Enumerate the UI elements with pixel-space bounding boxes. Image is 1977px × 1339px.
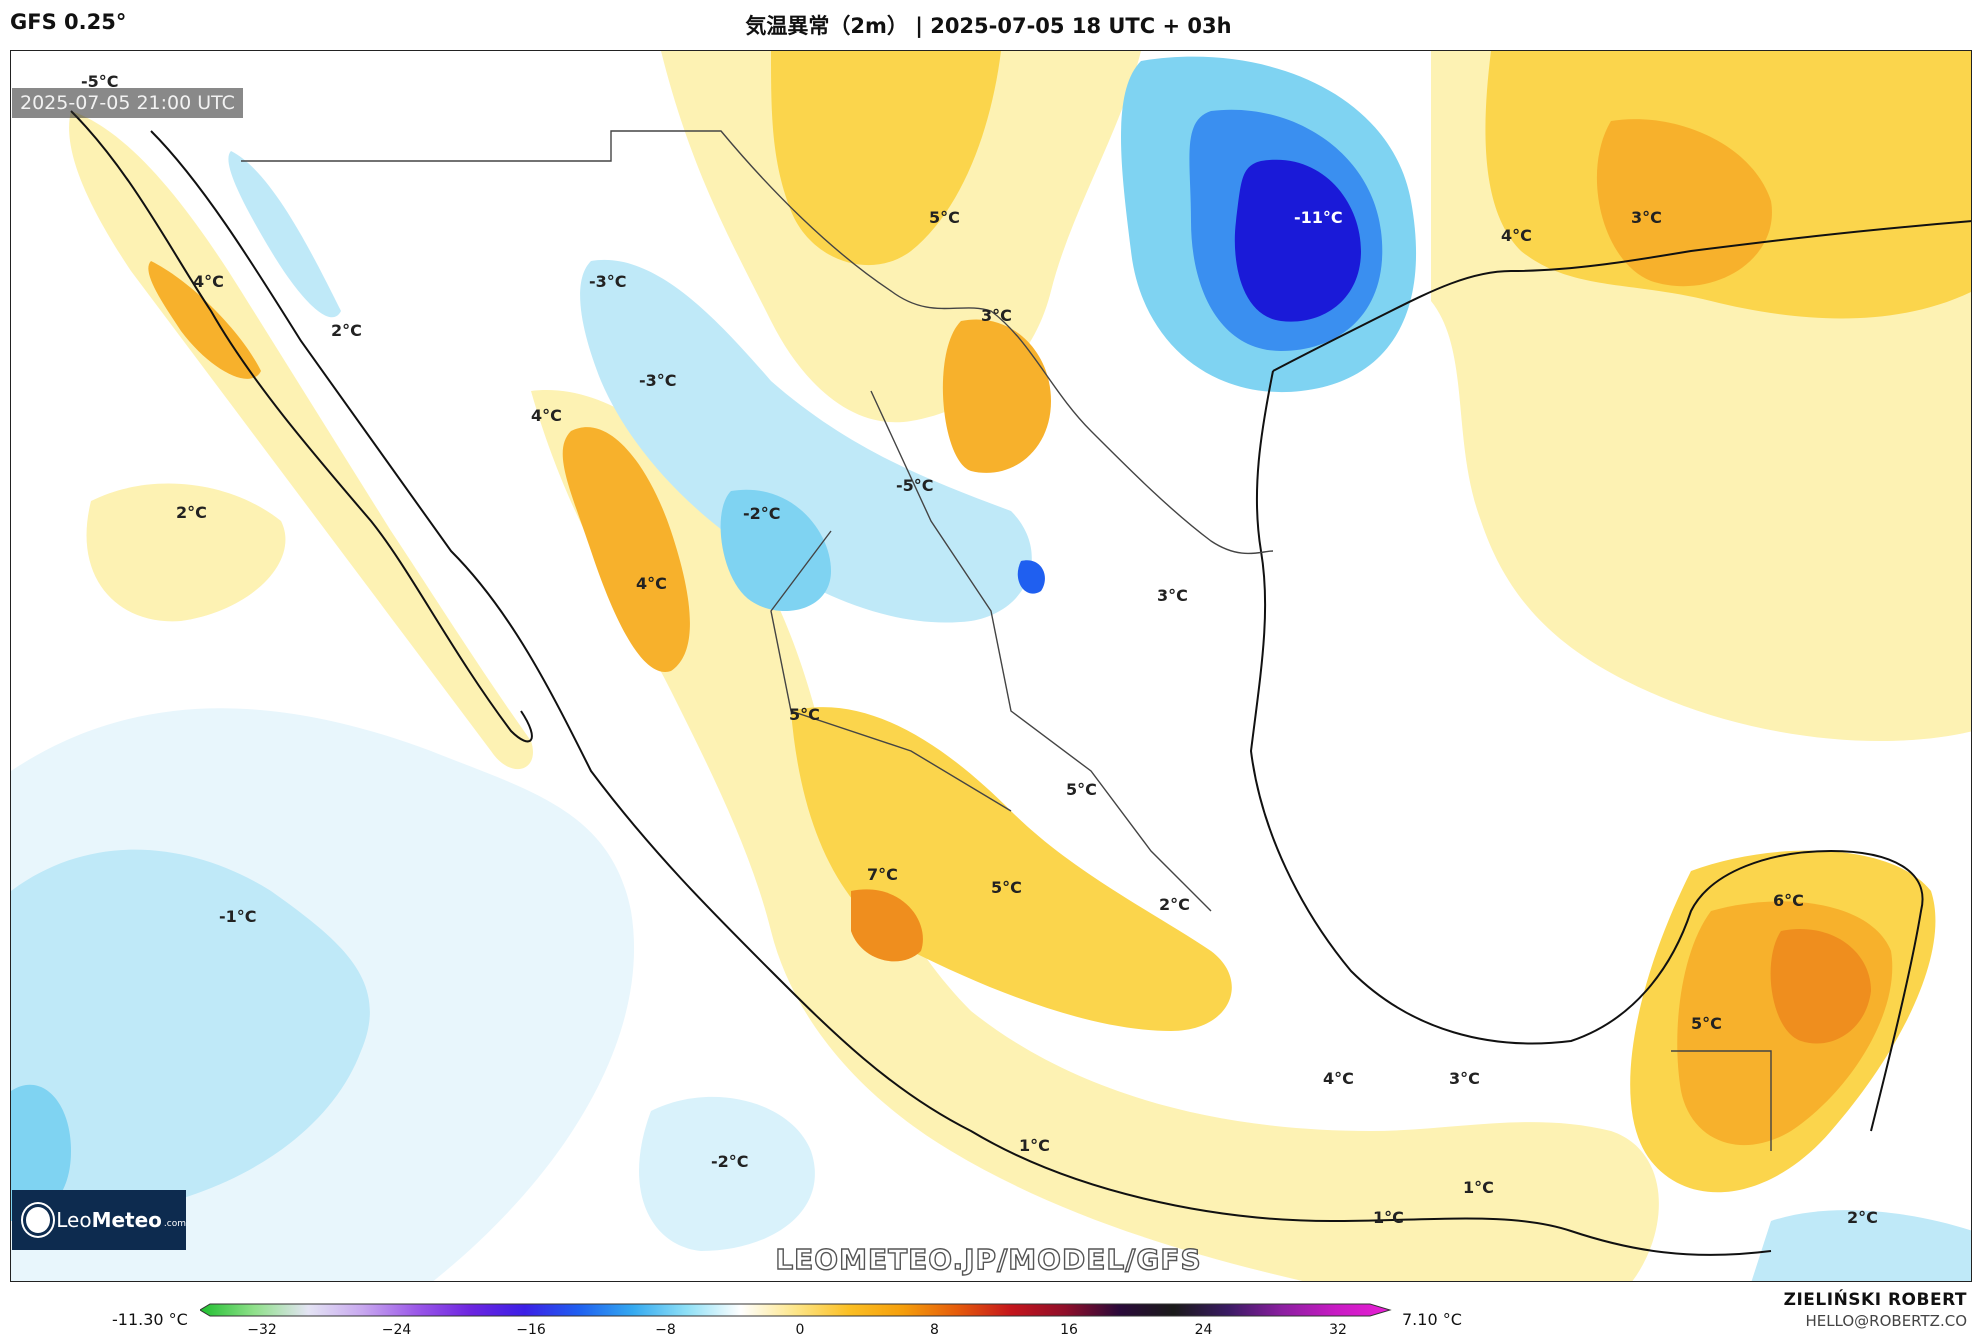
louisiana-hot-area <box>1596 119 1772 287</box>
anomaly-label: 5°C <box>991 878 1022 897</box>
central-mexico-hot <box>791 707 1232 1031</box>
anomaly-labels: -5°C 4°C 2°C -3°C 4°C -3°C 2°C 5°C 3°C -… <box>81 72 1878 1227</box>
anomaly-label: 5°C <box>789 705 820 724</box>
colorbar-tick-label: −16 <box>516 1322 546 1338</box>
watermark-url: LEOMETEO.JP/MODEL/GFS <box>775 1242 1202 1276</box>
anomaly-label: 2°C <box>331 321 362 340</box>
anomaly-label: 4°C <box>531 406 562 425</box>
texas-hot-area <box>771 51 1001 266</box>
logo-text-light: Leo <box>56 1208 92 1232</box>
gulf-north-coastline <box>1272 220 1971 372</box>
colorbar-tick-label: 8 <box>930 1322 939 1338</box>
colorbar-tick-label: 16 <box>1060 1322 1078 1338</box>
state-border-2 <box>770 530 1012 812</box>
logo-domain: .com <box>163 1219 186 1229</box>
author-credit: ZIELIŃSKI ROBERT HELLO@ROBERTZ.CO <box>1784 1290 1967 1330</box>
model-label: GFS 0.25° <box>10 10 127 34</box>
anomaly-label: -2°C <box>743 504 781 523</box>
anomaly-label: 5°C <box>1691 1014 1722 1033</box>
anomaly-label: 2°C <box>1847 1208 1878 1227</box>
anomaly-label: 5°C <box>929 208 960 227</box>
anomaly-label: 3°C <box>1449 1069 1480 1088</box>
yucatan-hottest-spot <box>1770 929 1871 1044</box>
map-canvas: -5°C 4°C 2°C -3°C 4°C -3°C 2°C 5°C 3°C -… <box>11 51 1971 1281</box>
borders <box>241 130 1772 1151</box>
state-border-1 <box>870 390 1212 912</box>
us-mexico-border <box>241 130 1274 555</box>
baja-warm-area <box>69 111 533 770</box>
anomaly-label: 7°C <box>867 865 898 884</box>
anomaly-label: -11°C <box>1294 208 1343 227</box>
durango-cold-spot <box>1017 560 1045 594</box>
valid-time-badge: 2025-07-05 21:00 UTC <box>12 88 243 118</box>
anomaly-label: 1°C <box>1019 1136 1050 1155</box>
baja-cool-area <box>228 151 341 318</box>
guatemala-border <box>1671 1050 1772 1151</box>
colorbar-tick-label: 24 <box>1194 1322 1213 1338</box>
anomaly-label: -5°C <box>896 476 934 495</box>
author-name: ZIELIŃSKI ROBERT <box>1783 1290 1967 1310</box>
north-mexico-cool <box>580 259 1032 623</box>
anomaly-label: 3°C <box>981 306 1012 325</box>
leometeo-logo[interactable]: LeoMeteo .com <box>12 1190 186 1250</box>
anomaly-label: 3°C <box>1157 586 1188 605</box>
anomaly-label: -3°C <box>639 371 677 390</box>
temperature-anomaly-map[interactable]: -5°C 4°C 2°C -3°C 4°C -3°C 2°C 5°C 3°C -… <box>10 50 1972 1282</box>
baja-coastline <box>70 110 533 743</box>
anomaly-label: 4°C <box>1501 226 1532 245</box>
colorbar-tick-label: 32 <box>1329 1322 1347 1338</box>
pacific-warm-patch <box>86 483 286 622</box>
anomaly-label: 2°C <box>176 503 207 522</box>
gulf-west-coastline <box>1249 370 1924 1132</box>
sun-icon <box>26 1207 51 1233</box>
anomaly-label: -2°C <box>711 1152 749 1171</box>
coastlines <box>70 110 1971 1256</box>
colorbar-tick-label: −24 <box>381 1322 412 1338</box>
pacific-coastline <box>150 130 1772 1256</box>
chihuahua-cold-spot <box>720 489 831 611</box>
anomaly-label: 1°C <box>1463 1178 1494 1197</box>
logo-text-bold: Meteo <box>91 1208 162 1232</box>
anomaly-label: -3°C <box>589 272 627 291</box>
cold-anomaly-core <box>1234 159 1361 322</box>
colorbar-tick-label: −8 <box>655 1322 676 1338</box>
colorbar <box>200 1303 1392 1317</box>
jalisco-hot-spot <box>851 889 923 962</box>
anomaly-label: 4°C <box>193 272 224 291</box>
pacific-colder-area <box>11 1084 71 1221</box>
coahuila-hot-area <box>942 319 1051 473</box>
anomaly-label: 5°C <box>1066 780 1097 799</box>
anomaly-label: 3°C <box>1631 208 1662 227</box>
colorbar-tick-label: −32 <box>247 1322 277 1338</box>
anomaly-label: 4°C <box>1323 1069 1354 1088</box>
colorbar-max-label: 7.10 °C <box>1402 1310 1462 1329</box>
anomaly-label: 4°C <box>636 574 667 593</box>
author-email: HELLO@ROBERTZ.CO <box>1805 1312 1967 1330</box>
anomaly-label: 1°C <box>1373 1208 1404 1227</box>
colorbar-gradient <box>200 1303 1392 1317</box>
colorbar-tick-label: 0 <box>795 1322 805 1338</box>
colorbar-min-label: -11.30 °C <box>112 1310 188 1329</box>
sierra-madre-hot <box>562 427 690 672</box>
anomaly-label: 6°C <box>1773 891 1804 910</box>
central-america-cool <box>1751 1210 1971 1281</box>
pacific-south-cool <box>639 1096 815 1251</box>
anomaly-label: -1°C <box>219 907 257 926</box>
map-title: 気温異常（2m） | 2025-07-05 18 UTC + 03h <box>745 14 1232 38</box>
anomaly-label: -5°C <box>81 72 119 91</box>
baja-hot-spot <box>148 261 261 379</box>
pacific-cold-area <box>11 849 370 1216</box>
anomaly-label: 2°C <box>1159 895 1190 914</box>
